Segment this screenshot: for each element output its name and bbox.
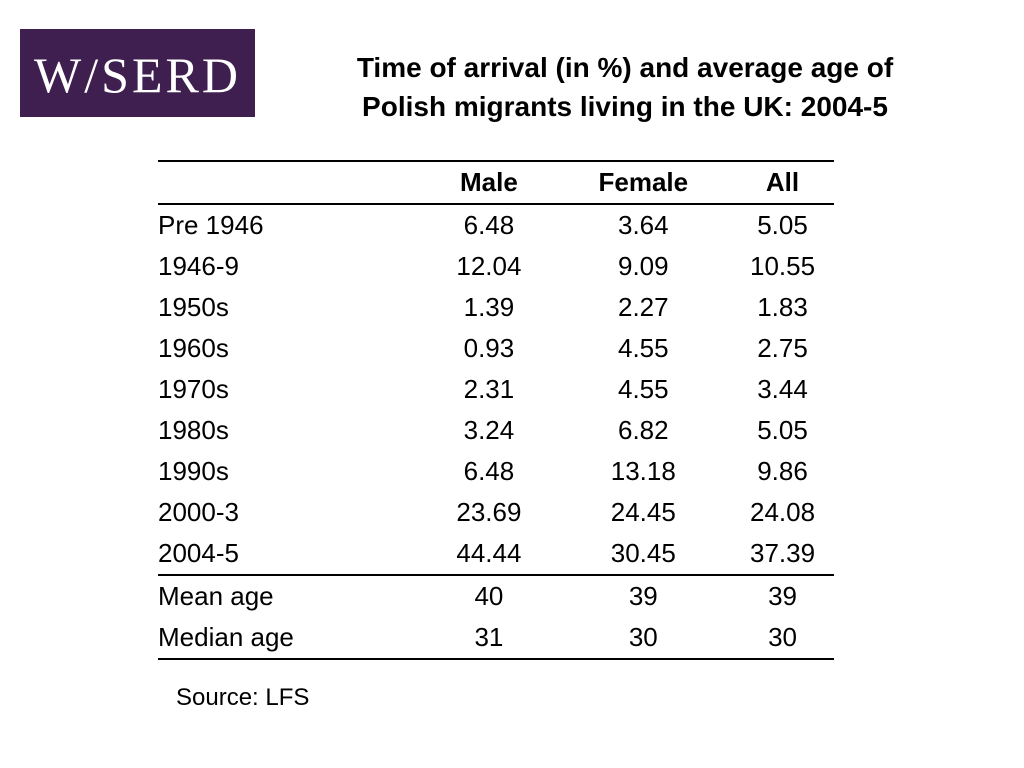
all-value: 37.39 [749,538,816,568]
table-row: 1950s 1.39 2.27 1.83 [158,287,834,328]
table-row-mean-age: Mean age 40 39 39 [158,575,834,617]
male-value: 1.39 [463,292,515,322]
header-cell-male: Male [460,167,518,197]
row-label: 1980s [158,415,229,445]
female-value: 6.82 [617,415,669,445]
all-value: 2.75 [757,333,808,363]
male-value: 40 [474,581,504,611]
row-label: 1970s [158,374,229,404]
table-row: Pre 1946 6.48 3.64 5.05 [158,204,834,246]
row-label: 1990s [158,456,229,486]
all-value: 1.83 [757,292,808,322]
row-label: 2004-5 [158,538,239,568]
female-value: 39 [628,581,658,611]
all-value: 39 [768,581,797,611]
male-value: 3.24 [463,415,515,445]
female-value: 24.45 [610,497,676,527]
all-value: 3.44 [757,374,808,404]
table-row: 1960s 0.93 4.55 2.75 [158,328,834,369]
row-label: Median age [158,622,294,652]
wiserd-logo: W/SERD [20,29,255,117]
male-value: 31 [474,622,504,652]
female-value: 30 [628,622,658,652]
male-value: 44.44 [456,538,522,568]
female-value: 30.45 [610,538,676,568]
title-line-1: Time of arrival (in %) and average age o… [356,52,894,83]
table-row: 1946-9 12.04 9.09 10.55 [158,246,834,287]
male-value: 0.93 [463,333,515,363]
all-value: 24.08 [749,497,816,527]
table-row: 1990s 6.48 13.18 9.86 [158,451,834,492]
female-value: 2.27 [617,292,669,322]
male-value: 12.04 [456,251,522,281]
header-cell-empty [158,161,422,204]
table-row: 1970s 2.31 4.55 3.44 [158,369,834,410]
female-value: 4.55 [617,374,669,404]
header-cell-female: Female [598,167,689,197]
female-value: 3.64 [617,210,669,240]
all-value: 5.05 [757,415,808,445]
row-label: Mean age [158,581,274,611]
logo-text: W/SERD [34,47,241,103]
male-value: 23.69 [456,497,522,527]
female-value: 9.09 [617,251,669,281]
male-value: 6.48 [463,456,515,486]
male-value: 6.48 [463,210,515,240]
table-row: 1980s 3.24 6.82 5.05 [158,410,834,451]
header-cell-all: All [765,167,800,197]
all-value: 9.86 [757,456,808,486]
slide-title: Time of arrival (in %) and average age o… [280,48,970,126]
male-value: 2.31 [463,374,515,404]
row-label: 1960s [158,333,229,363]
all-value: 5.05 [757,210,808,240]
female-value: 4.55 [617,333,669,363]
row-label: 1950s [158,292,229,322]
row-label: Pre 1946 [158,210,264,240]
table-row: 2000-3 23.69 24.45 24.08 [158,492,834,533]
all-value: 10.55 [749,251,816,281]
title-line-2: Polish migrants living in the UK: 2004-5 [362,91,888,122]
table-header-row: Male Female All [158,161,834,204]
all-value: 30 [768,622,797,652]
table-row-median-age: Median age 31 30 30 [158,617,834,659]
female-value: 13.18 [610,456,676,486]
table-row: 2004-5 44.44 30.45 37.39 [158,533,834,575]
row-label: 1946-9 [158,251,239,281]
source-note: Source: LFS [176,684,310,711]
row-label: 2000-3 [158,497,239,527]
arrival-age-table: Male Female All Pre 1946 6.48 3.64 5.05 … [158,160,834,660]
